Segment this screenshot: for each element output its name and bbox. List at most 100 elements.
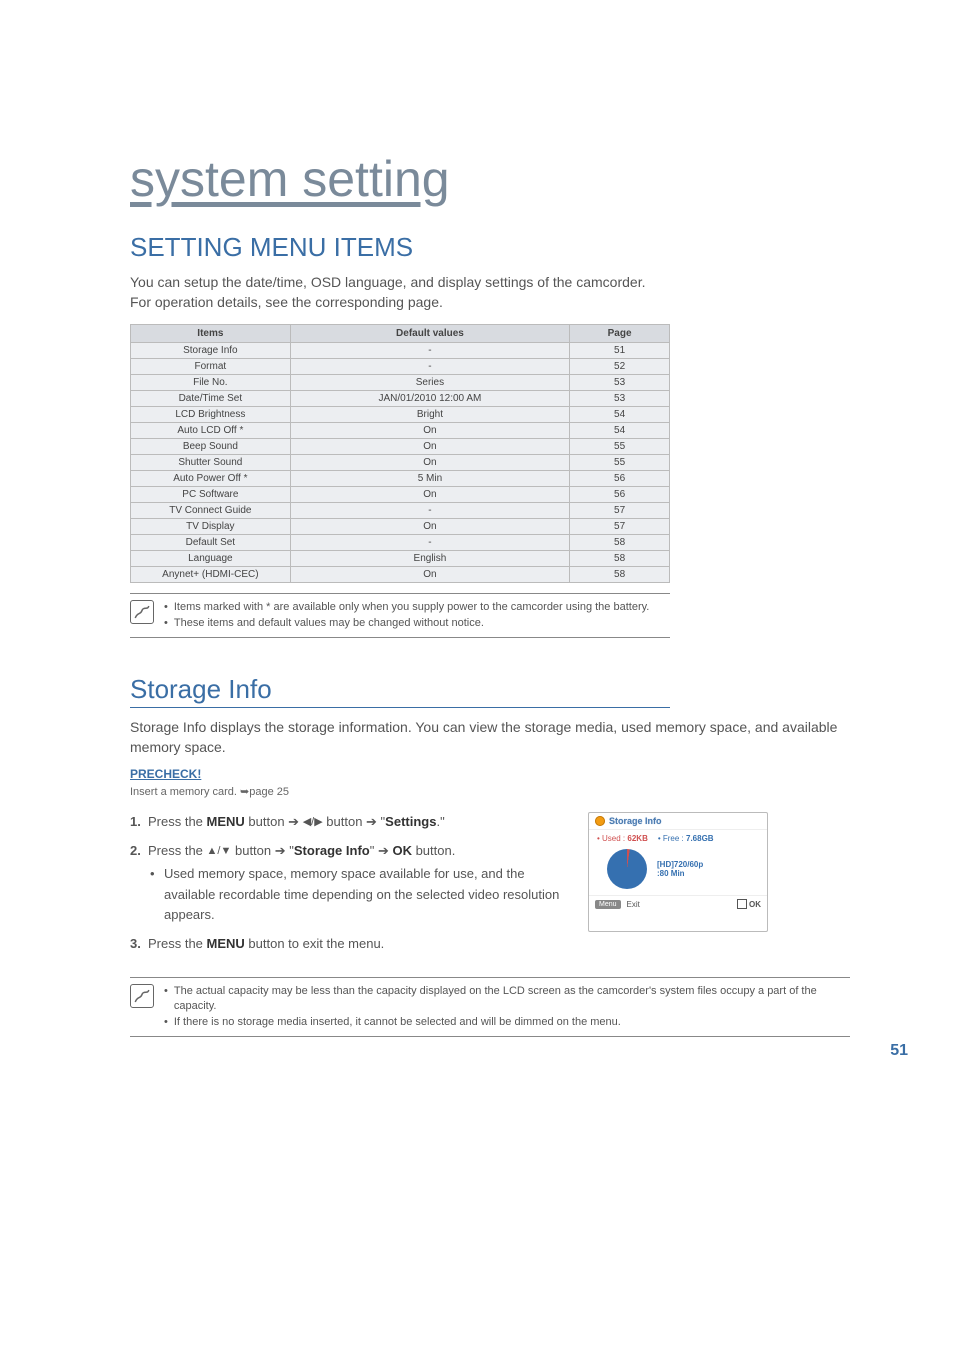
table-row: LCD BrightnessBright54 — [131, 407, 670, 423]
note-text-2: The actual capacity may be less than the… — [164, 984, 850, 1030]
table-cell: Beep Sound — [131, 439, 291, 455]
lcd-exit-label: Exit — [627, 900, 640, 909]
table-row: Auto Power Off *5 Min56 — [131, 471, 670, 487]
note-block-1: Items marked with * are available only w… — [130, 593, 670, 638]
note-icon — [130, 600, 154, 624]
settings-label: Settings — [385, 814, 436, 829]
lcd-preview: Storage Info • Used : 62KB • Free : 7.68… — [588, 812, 768, 932]
ok-button-label: OK — [392, 843, 412, 858]
note1-bullet2: These items and default values may be ch… — [164, 616, 649, 631]
lcd-header: Storage Info — [589, 813, 767, 830]
intro-text: You can setup the date/time, OSD languag… — [130, 273, 864, 312]
up-down-arrow-icon: ▲/▼ — [207, 843, 232, 861]
intro-line-2: For operation details, see the correspon… — [130, 294, 443, 310]
table-cell: 54 — [570, 407, 670, 423]
table-row: TV Connect Guide-57 — [131, 503, 670, 519]
table-row: Storage Info-51 — [131, 343, 670, 359]
table-cell: 57 — [570, 519, 670, 535]
table-cell: 58 — [570, 551, 670, 567]
lcd-title: Storage Info — [609, 816, 662, 826]
table-cell: PC Software — [131, 487, 291, 503]
table-cell: Auto Power Off * — [131, 471, 291, 487]
table-row: Default Set-58 — [131, 535, 670, 551]
table-cell: English — [290, 551, 569, 567]
note2-bullet1: The actual capacity may be less than the… — [164, 984, 850, 1015]
ok-square-icon — [737, 899, 747, 909]
lcd-ok-label: OK — [749, 900, 761, 909]
table-cell: - — [290, 535, 569, 551]
storage-info-label: Storage Info — [294, 843, 370, 858]
table-cell: TV Display — [131, 519, 291, 535]
section-storage-info-title: Storage Info — [130, 674, 670, 708]
table-row: Auto LCD Off *On54 — [131, 423, 670, 439]
table-cell: 56 — [570, 487, 670, 503]
step-2-sub: Used memory space, memory space availabl… — [148, 864, 570, 926]
table-row: Format-52 — [131, 359, 670, 375]
table-cell: 51 — [570, 343, 670, 359]
table-row: Shutter SoundOn55 — [131, 455, 670, 471]
settings-items-table: Items Default values Page Storage Info-5… — [130, 324, 670, 583]
left-right-arrow-icon: ◀/▶ — [303, 814, 323, 832]
table-cell: 53 — [570, 375, 670, 391]
note-icon-2 — [130, 984, 154, 1008]
table-header-row: Items Default values Page — [131, 325, 670, 343]
lcd-menu-button: Menu — [595, 900, 621, 909]
step-3: Press the MENU button to exit the menu. — [130, 934, 570, 955]
table-row: TV DisplayOn57 — [131, 519, 670, 535]
table-cell: Shutter Sound — [131, 455, 291, 471]
table-row: Date/Time SetJAN/01/2010 12:00 AM53 — [131, 391, 670, 407]
table-cell: 58 — [570, 567, 670, 583]
table-cell: JAN/01/2010 12:00 AM — [290, 391, 569, 407]
table-cell: On — [290, 567, 569, 583]
gear-icon — [595, 816, 605, 826]
table-cell: On — [290, 423, 569, 439]
col-items: Items — [131, 325, 291, 343]
table-cell: Series — [290, 375, 569, 391]
table-row: Anynet+ (HDMI-CEC)On58 — [131, 567, 670, 583]
table-cell: 57 — [570, 503, 670, 519]
menu-button-label: MENU — [207, 814, 245, 829]
lcd-resolution: [HD]720/60p :80 Min — [657, 860, 703, 879]
page-main-title: system setting — [130, 150, 864, 208]
table-cell: On — [290, 439, 569, 455]
menu-button-label-2: MENU — [207, 936, 245, 951]
table-cell: 5 Min — [290, 471, 569, 487]
table-cell: 56 — [570, 471, 670, 487]
note-block-2: The actual capacity may be less than the… — [130, 977, 850, 1037]
table-cell: TV Connect Guide — [131, 503, 291, 519]
table-cell: Format — [131, 359, 291, 375]
table-cell: LCD Brightness — [131, 407, 291, 423]
note-text-1: Items marked with * are available only w… — [164, 600, 649, 631]
table-cell: Storage Info — [131, 343, 291, 359]
lcd-used: • Used : 62KB — [597, 834, 648, 843]
table-cell: Bright — [290, 407, 569, 423]
table-cell: On — [290, 519, 569, 535]
precheck-label: PRECHECK! — [130, 767, 864, 781]
steps-list: Press the MENU button ➔ ◀/▶ button ➔ "Se… — [130, 812, 570, 963]
precheck-text: Insert a memory card. ➥page 25 — [130, 785, 864, 798]
table-row: Beep SoundOn55 — [131, 439, 670, 455]
table-cell: File No. — [131, 375, 291, 391]
page-number: 51 — [890, 1042, 908, 1060]
table-cell: 55 — [570, 439, 670, 455]
note2-bullet2: If there is no storage media inserted, i… — [164, 1015, 850, 1030]
lcd-footer: Menu Exit OK — [589, 895, 767, 912]
step-1: Press the MENU button ➔ ◀/▶ button ➔ "Se… — [130, 812, 570, 833]
table-cell: - — [290, 359, 569, 375]
table-cell: Default Set — [131, 535, 291, 551]
table-row: PC SoftwareOn56 — [131, 487, 670, 503]
table-row: LanguageEnglish58 — [131, 551, 670, 567]
table-cell: 54 — [570, 423, 670, 439]
table-cell: Language — [131, 551, 291, 567]
storage-info-body: Storage Info displays the storage inform… — [130, 718, 850, 757]
lcd-free: • Free : 7.68GB — [658, 834, 714, 843]
table-cell: 53 — [570, 391, 670, 407]
col-default: Default values — [290, 325, 569, 343]
table-row: File No.Series53 — [131, 375, 670, 391]
table-cell: 58 — [570, 535, 670, 551]
table-cell: Auto LCD Off * — [131, 423, 291, 439]
col-page: Page — [570, 325, 670, 343]
table-cell: On — [290, 455, 569, 471]
note1-bullet1: Items marked with * are available only w… — [164, 600, 649, 615]
table-cell: On — [290, 487, 569, 503]
